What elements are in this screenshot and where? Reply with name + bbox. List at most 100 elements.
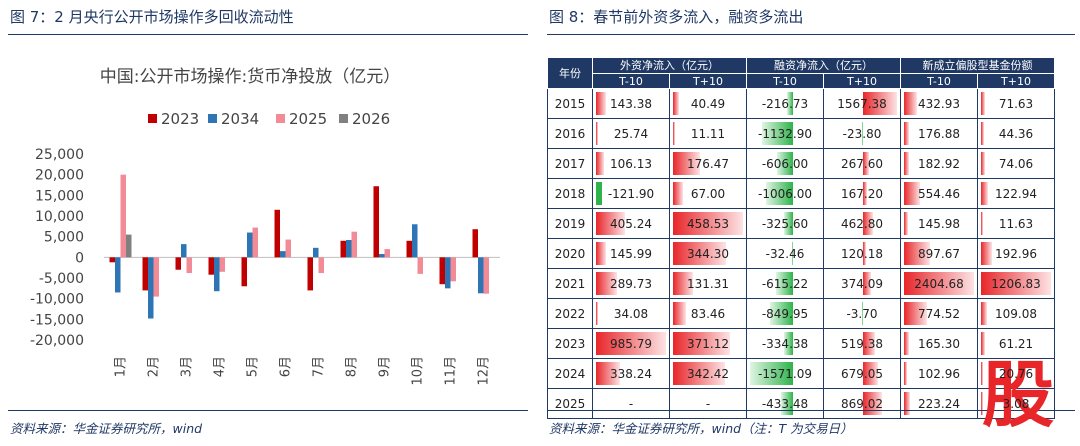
value-text: 374.09 [841, 276, 883, 291]
value-text: 176.88 [918, 126, 960, 141]
bar-2025 [384, 249, 390, 258]
value-text: -325.60 [761, 216, 809, 231]
value-cell: -1006.00 [746, 178, 824, 209]
bar-2023 [274, 209, 280, 258]
value-text: 192.96 [995, 246, 1037, 261]
value-cell: 34.08 [592, 298, 670, 329]
data-bar [596, 182, 602, 205]
value-cell: 145.98 [900, 208, 978, 239]
data-bar [981, 122, 984, 145]
value-text: 131.31 [687, 276, 729, 291]
bar-2025 [318, 257, 324, 274]
value-cell: 40.49 [669, 88, 747, 119]
bar-2025 [120, 174, 126, 258]
value-cell: 165.30 [900, 328, 978, 359]
year-cell: 2017 [547, 148, 593, 179]
bar-2034 [313, 247, 319, 258]
value-cell: 67.00 [669, 178, 747, 209]
data-bar [904, 392, 911, 415]
value-text: 338.24 [610, 366, 652, 381]
data-bar [596, 272, 617, 295]
value-cell: - [669, 388, 747, 419]
value-text: 267.60 [841, 156, 883, 171]
value-text: 2404.68 [914, 276, 964, 291]
value-text: 120.18 [841, 246, 883, 261]
value-text: 167.20 [841, 186, 883, 201]
value-text: 432.93 [918, 96, 960, 111]
value-cell: 44.36 [977, 118, 1055, 149]
data-bar [981, 392, 983, 415]
value-text: 165.30 [918, 336, 960, 351]
value-cell: 1206.83 [977, 268, 1055, 299]
data-bar [781, 392, 794, 415]
year-cell: 2025 [547, 388, 593, 419]
value-text: -1006.00 [758, 186, 812, 201]
bar-2023 [340, 240, 346, 258]
value-text: 371.12 [687, 336, 729, 351]
value-cell: 432.93 [900, 88, 978, 119]
data-bar [673, 332, 730, 355]
bar-chart: 中国:公开市场操作:货币净投放（亿元） 2023 2034 2025 2026 25,00… [30, 67, 500, 386]
value-cell: -1132.90 [746, 118, 824, 149]
bar-2025 [450, 257, 456, 282]
year-cell: 2024 [547, 358, 593, 389]
data-bar [673, 92, 680, 115]
value-text: -849.95 [761, 306, 809, 321]
value-cell: -606.00 [746, 148, 824, 179]
value-text: 344.30 [687, 246, 729, 261]
right-title-rule [547, 34, 1075, 35]
data-bar [673, 362, 726, 385]
legend-swatch [276, 114, 285, 123]
data-bar [769, 302, 794, 325]
group-header-foreign: 外资净流入（亿元） [592, 57, 747, 74]
value-cell: 182.92 [900, 148, 978, 179]
value-text: 679.05 [841, 366, 883, 381]
value-text: 985.79 [610, 336, 652, 351]
value-text: -615.22 [761, 276, 809, 291]
value-cell: 458.53 [669, 208, 747, 239]
data-bar [596, 92, 607, 115]
value-cell: 145.99 [592, 238, 670, 269]
value-cell: 223.24 [900, 388, 978, 419]
bar-2023 [307, 257, 313, 291]
value-text: 25.74 [613, 126, 649, 141]
value-text: 11.11 [690, 126, 726, 141]
data-bar [673, 242, 726, 265]
value-text: - [705, 396, 711, 411]
data-bar [863, 362, 878, 385]
bar-2023 [208, 257, 214, 275]
x-tick-label: 12月 [477, 356, 492, 386]
data-bar [596, 212, 625, 235]
value-text: 145.99 [610, 246, 652, 261]
data-bar [784, 332, 794, 355]
data-bar [673, 182, 684, 205]
data-bar [750, 362, 794, 385]
x-tick-label: 5月 [246, 356, 261, 377]
x-tick-label: 3月 [180, 356, 195, 377]
data-bar [673, 152, 700, 175]
value-cell: -334.38 [746, 328, 824, 359]
x-tick-label: 11月 [444, 356, 459, 386]
value-cell: 109.08 [977, 298, 1055, 329]
value-cell: -849.95 [746, 298, 824, 329]
data-bar [981, 152, 986, 175]
table-row: 2023 985.79 371.12 -334.38 519.38 165.30 61.21 [547, 328, 1055, 359]
y-tick-label: 15,000 [35, 188, 84, 204]
value-text: 71.63 [998, 96, 1034, 111]
value-cell: 2404.68 [900, 268, 978, 299]
table-row: 2022 34.08 83.46 -849.95 -3.70 774.52 109.08 [547, 298, 1055, 329]
value-cell: 11.11 [669, 118, 747, 149]
data-bar [904, 92, 917, 115]
bar-2025 [153, 257, 159, 297]
bar-2034 [214, 257, 220, 292]
x-tick-label: 8月 [345, 356, 360, 377]
y-tick-label: -10,000 [30, 292, 84, 308]
y-tick-label: 0 [75, 250, 84, 266]
legend-label: 2034 [221, 110, 259, 128]
value-cell: 519.38 [823, 328, 901, 359]
bar-2023 [142, 257, 148, 291]
year-cell: 2018 [547, 178, 593, 209]
data-bar [863, 392, 883, 415]
value-cell: 83.46 [669, 298, 747, 329]
bar-2034 [445, 257, 451, 289]
